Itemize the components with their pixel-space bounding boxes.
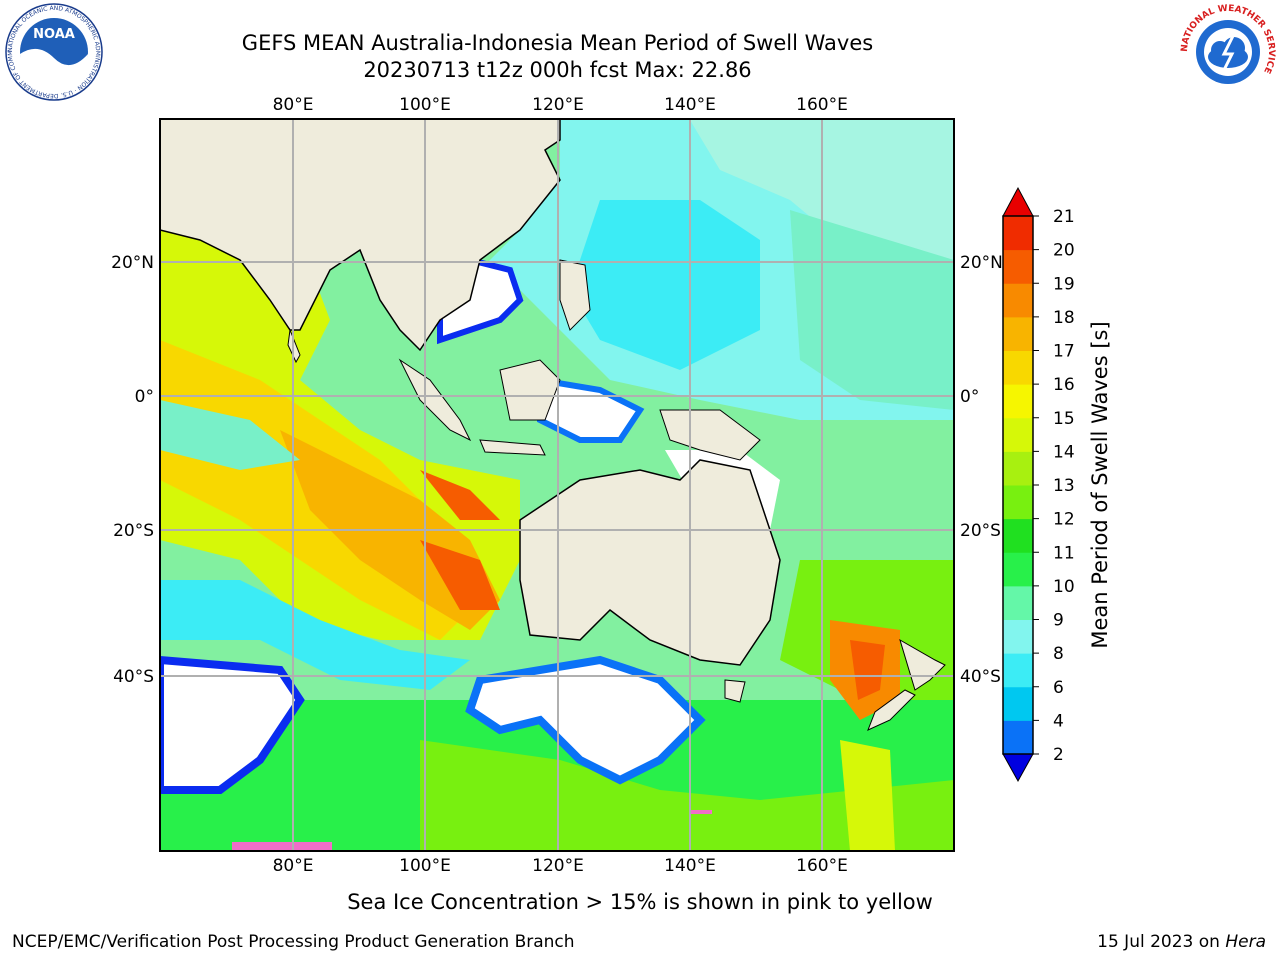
colorbar-tick-label: 19 <box>1053 274 1075 294</box>
sea-ice-region-1 <box>160 660 300 790</box>
lon-tick-top: 120°E <box>532 95 584 115</box>
new-guinea <box>659 409 761 461</box>
colorbar-tick-label: 21 <box>1053 207 1075 227</box>
philippines <box>559 259 591 331</box>
colorbar-segment <box>1003 552 1033 587</box>
colorbar-tick-label: 12 <box>1053 510 1075 530</box>
colorbar-tick-label: 2 <box>1053 745 1064 765</box>
colorbar-tick-label: 8 <box>1053 644 1064 664</box>
max-swell-core-2 <box>420 540 500 610</box>
tasmania <box>724 679 746 703</box>
tasman-core <box>850 640 885 700</box>
sea-ice-note: Sea Ice Concentration > 15% is shown in … <box>347 890 933 914</box>
lat-tick-right: 20°S <box>960 521 1001 541</box>
australia-landmass <box>519 459 781 666</box>
map-field <box>160 119 954 851</box>
west-green-field <box>160 400 300 470</box>
colorbar-under-arrow <box>1002 753 1034 783</box>
lat-tick-left: 20°N <box>111 253 154 273</box>
colorbar-tick-label: 11 <box>1053 543 1075 563</box>
colorbar-segment <box>1003 653 1033 688</box>
colorbar-tick-label: 4 <box>1053 711 1064 731</box>
pacific-light-field <box>570 200 760 370</box>
colorbar-over-arrow <box>1002 186 1034 217</box>
southern-lime-field <box>420 740 954 851</box>
run-date: 15 Jul 2023 on <box>1097 932 1220 952</box>
java <box>479 439 546 456</box>
nws-logo: NATIONAL WEATHER SERVICE <box>1180 4 1276 100</box>
max-swell-core-1 <box>420 470 500 520</box>
colorbar-label: Mean Period of Swell Waves [s] <box>1088 321 1112 648</box>
lat-tick-right: 40°S <box>960 667 1001 687</box>
colorbar-tick-label: 9 <box>1053 611 1064 631</box>
lon-tick-top: 140°E <box>664 95 716 115</box>
south-yellow-band <box>840 740 895 851</box>
pacific-green-field <box>790 210 954 410</box>
colorbar-segment <box>1003 585 1033 620</box>
lon-tick-bottom: 140°E <box>664 856 716 876</box>
colorbar-tick-label: 16 <box>1053 375 1075 395</box>
map-subtitle: 20230713 t12z 000h fcst Max: 22.86 <box>363 58 752 82</box>
colorbar-segment <box>1003 451 1033 486</box>
lat-tick-left: 20°S <box>113 521 154 541</box>
southern-cyan-field <box>160 580 470 690</box>
lat-tick-left: 40°S <box>113 667 154 687</box>
colorbar-tick-label: 20 <box>1053 241 1075 261</box>
lon-tick-bottom: 160°E <box>796 856 848 876</box>
sea-ice-region-2 <box>470 660 700 780</box>
colorbar-segment <box>1003 249 1033 284</box>
colorbar-tick-label: 6 <box>1053 678 1064 698</box>
sea-ice-marker-1 <box>232 842 332 851</box>
machine-name: Hera <box>1225 932 1266 952</box>
noaa-logo-text: NOAA <box>33 27 75 42</box>
asia-landmass <box>160 119 561 352</box>
lon-tick-bottom: 120°E <box>532 856 584 876</box>
colorbar-segment <box>1003 619 1033 654</box>
map-frame <box>159 118 955 852</box>
colorbar-segment <box>1003 316 1033 351</box>
sea-ice-edge-2 <box>465 655 706 785</box>
sumatra <box>398 358 472 442</box>
colorbar-tick-label: 17 <box>1053 342 1075 362</box>
lon-tick-top: 100°E <box>399 95 451 115</box>
credit-line: NCEP/EMC/Verification Post Processing Pr… <box>12 932 575 952</box>
lat-tick-left: 0° <box>135 387 154 407</box>
borneo <box>499 359 561 421</box>
colorbar-segment <box>1003 216 1033 251</box>
graticule <box>160 119 954 851</box>
colorbar-tick-label: 14 <box>1053 442 1075 462</box>
colorbar-segment <box>1003 720 1033 755</box>
colorbar-tick-label: 18 <box>1053 308 1075 328</box>
map-title: GEFS MEAN Australia-Indonesia Mean Perio… <box>241 31 874 55</box>
lat-tick-right: 0° <box>960 387 979 407</box>
colorbar-segment <box>1003 518 1033 553</box>
colorbar-segment <box>1003 686 1033 721</box>
colorbar-tick-label: 10 <box>1053 577 1075 597</box>
lon-tick-bottom: 100°E <box>399 856 451 876</box>
colorbar-tick-label: 13 <box>1053 476 1075 496</box>
colorbar-segment <box>1003 485 1033 520</box>
lon-tick-bottom: 80°E <box>273 856 314 876</box>
colorbar-segment <box>1003 384 1033 419</box>
new-zealand-south <box>867 689 916 731</box>
sea-ice-edge-1 <box>160 655 305 794</box>
colorbar-tick-label: 15 <box>1053 409 1075 429</box>
colorbar-segment <box>1003 417 1033 452</box>
lat-tick-right: 20°N <box>960 253 1003 273</box>
noaa-logo: NATIONAL OCEANIC AND ATMOSPHERIC ADMINIS… <box>4 2 103 101</box>
colorbar: 2 4 6 8 9 10 11 12 13 14 15 16 17 18 19 20 21 Mean Perio… <box>1002 186 1112 783</box>
colorbar-segment <box>1003 350 1033 385</box>
lon-tick-top: 160°E <box>796 95 848 115</box>
date-line: 15 Jul 2023 on Hera <box>1097 932 1266 952</box>
new-zealand-north <box>899 638 946 691</box>
lon-tick-top: 80°E <box>273 95 314 115</box>
colorbar-segment <box>1003 283 1033 318</box>
sea-ice-marker-2 <box>690 810 712 814</box>
